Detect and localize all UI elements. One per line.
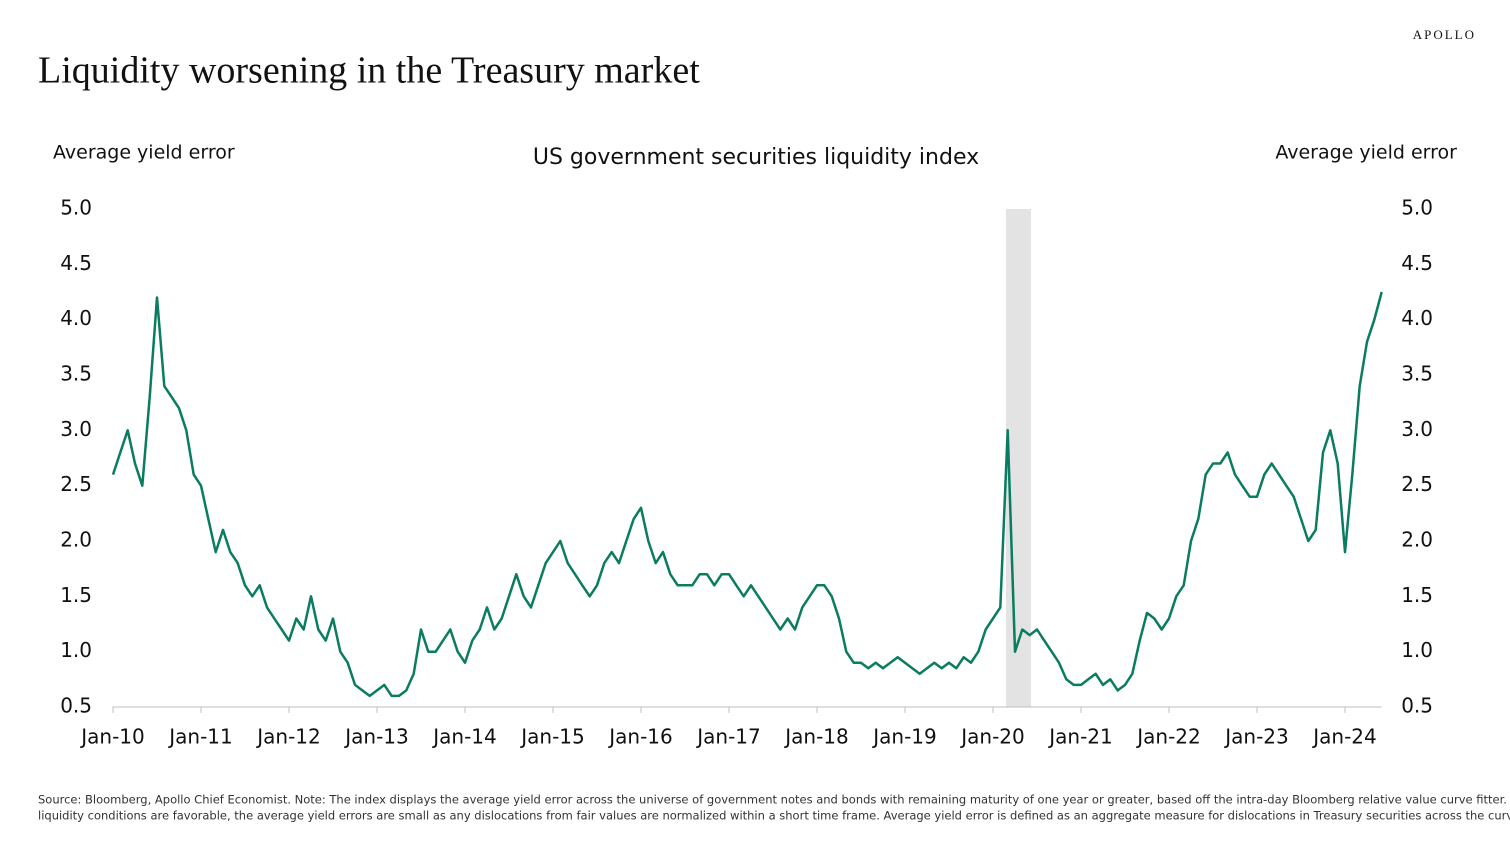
- x-tick-label: Jan-19: [871, 725, 937, 749]
- y2-tick-label: 2.0: [1401, 528, 1433, 552]
- x-tick-label: Jan-11: [167, 725, 233, 749]
- x-tick-label: Jan-23: [1223, 725, 1289, 749]
- x-tick-label: Jan-13: [343, 725, 409, 749]
- y-tick-label: 4.5: [60, 251, 92, 275]
- x-tick-label: Jan-20: [959, 725, 1025, 749]
- chart-title: US government securities liquidity index: [533, 145, 979, 170]
- y2-tick-label: 2.5: [1401, 472, 1433, 496]
- y-tick-label: 2.5: [60, 472, 92, 496]
- x-tick-label: Jan-18: [783, 725, 849, 749]
- y2-tick-label: 1.0: [1401, 638, 1433, 662]
- y2-tick-label: 3.0: [1401, 417, 1433, 441]
- y2-tick-label: 0.5: [1401, 694, 1433, 718]
- y-tick-label: 1.5: [60, 583, 92, 607]
- source-note: Source: Bloomberg, Apollo Chief Economis…: [38, 793, 1510, 807]
- x-tick-label: Jan-10: [79, 725, 145, 749]
- y-tick-label: 0.5: [60, 694, 92, 718]
- y-tick-label: 3.0: [60, 417, 92, 441]
- data-line: [111, 291, 1383, 698]
- recession-shade: [1006, 209, 1031, 707]
- y2-tick-label: 5.0: [1401, 196, 1433, 220]
- source-note: liquidity conditions are favorable, the …: [38, 809, 1510, 823]
- y2-tick-label: 1.5: [1401, 583, 1433, 607]
- y-tick-label: 3.5: [60, 362, 92, 386]
- y2-tick-label: 3.5: [1401, 362, 1433, 386]
- x-tick-label: Jan-21: [1047, 725, 1113, 749]
- headline: Liquidity worsening in the Treasury mark…: [38, 50, 700, 92]
- x-tick-label: Jan-14: [431, 725, 497, 749]
- y2-tick-label: 4.5: [1401, 251, 1433, 275]
- y-axis-label: Average yield error: [53, 142, 235, 164]
- y-tick-label: 1.0: [60, 638, 92, 662]
- x-tick-label: Jan-15: [519, 725, 585, 749]
- y2-axis-label: Average yield error: [1275, 142, 1457, 164]
- x-tick-label: Jan-12: [255, 725, 321, 749]
- x-tick-label: Jan-22: [1135, 725, 1201, 749]
- brand: APOLLO: [1413, 27, 1476, 42]
- y-tick-label: 4.0: [60, 306, 92, 330]
- y2-tick-label: 4.0: [1401, 306, 1433, 330]
- x-tick-label: Jan-16: [607, 725, 673, 749]
- x-tick-label: Jan-17: [695, 725, 761, 749]
- y-tick-label: 2.0: [60, 528, 92, 552]
- y-tick-label: 5.0: [60, 196, 92, 220]
- x-tick-label: Jan-24: [1311, 725, 1377, 749]
